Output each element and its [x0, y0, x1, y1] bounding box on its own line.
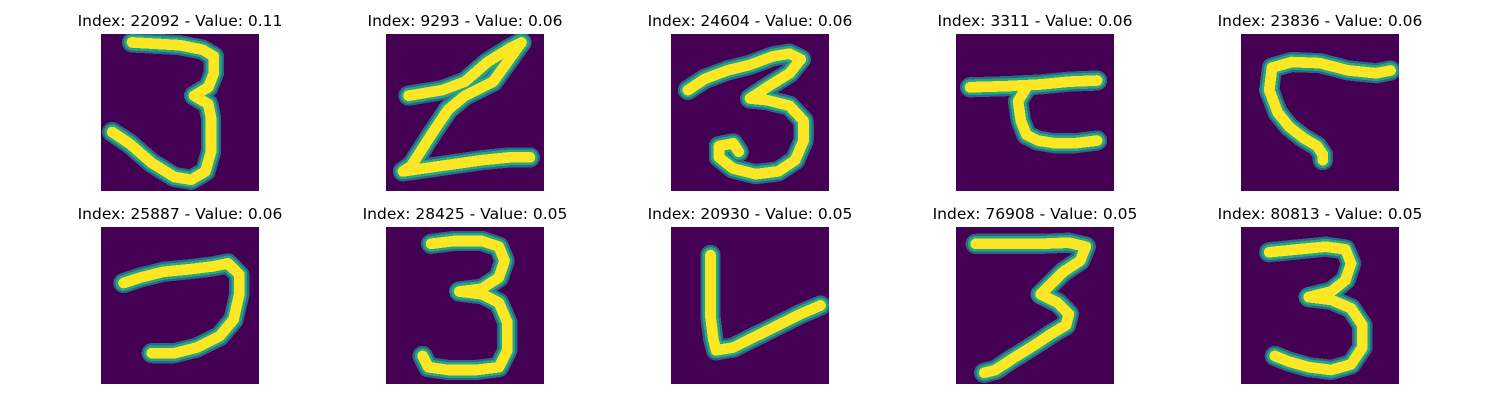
image-background	[956, 34, 1114, 191]
digit-image	[1241, 34, 1399, 191]
stroke-core	[106, 37, 220, 186]
panel-title: Index: 3311 - Value: 0.06	[937, 12, 1133, 30]
digit-image	[956, 34, 1114, 191]
panel-title: Index: 76908 - Value: 0.05	[932, 205, 1138, 223]
digit-image	[671, 34, 829, 191]
stroke-core	[442, 37, 527, 116]
panel-title: Index: 24604 - Value: 0.06	[647, 12, 853, 30]
digit-panel: Index: 20930 - Value: 0.05	[640, 203, 860, 388]
stroke-core	[970, 237, 1092, 300]
digit-image	[101, 227, 259, 384]
panel-title: Index: 22092 - Value: 0.11	[77, 12, 283, 30]
stroke-core	[978, 288, 1075, 379]
digit-panel: Index: 25887 - Value: 0.06	[70, 203, 290, 388]
panel-title: Index: 20930 - Value: 0.05	[647, 205, 853, 223]
stroke-core	[1263, 84, 1329, 166]
stroke-core	[1263, 56, 1396, 96]
stroke-core	[425, 235, 510, 297]
digit-image	[1241, 227, 1399, 384]
stroke-core	[397, 104, 536, 177]
digit-panel: Index: 76908 - Value: 0.05	[925, 203, 1145, 388]
stroke-core	[118, 258, 245, 359]
digit-image	[956, 227, 1114, 384]
panel-title: Index: 80813 - Value: 0.05	[1217, 205, 1423, 223]
image-background	[101, 34, 259, 191]
stroke-core	[1012, 81, 1103, 149]
digit-panel: Index: 3311 - Value: 0.06	[925, 10, 1145, 195]
digit-panel: Index: 22092 - Value: 0.11	[70, 10, 290, 195]
digit-panel: Index: 80813 - Value: 0.05	[1210, 203, 1430, 388]
stroke-core	[705, 249, 826, 356]
digit-panel: Index: 9293 - Value: 0.06	[355, 10, 575, 195]
panel-title: Index: 23836 - Value: 0.06	[1217, 12, 1423, 30]
stroke-core	[964, 75, 1103, 93]
panel-title: Index: 9293 - Value: 0.06	[367, 12, 563, 30]
stroke-core	[1263, 241, 1357, 303]
digit-image	[386, 227, 544, 384]
digit-image	[101, 34, 259, 191]
panel-title: Index: 25887 - Value: 0.06	[77, 205, 283, 223]
panel-title: Index: 28425 - Value: 0.05	[362, 205, 568, 223]
digit-panel: Index: 23836 - Value: 0.06	[1210, 10, 1430, 195]
digit-panel: Index: 28425 - Value: 0.05	[355, 203, 575, 388]
digit-image	[671, 227, 829, 384]
digit-panel: Index: 24604 - Value: 0.06	[640, 10, 860, 195]
image-background	[386, 227, 544, 384]
stroke-core	[417, 286, 513, 376]
digit-image	[386, 34, 544, 191]
stroke-core	[1269, 291, 1368, 376]
stroke-core	[713, 53, 809, 180]
stroke-core	[682, 48, 807, 96]
